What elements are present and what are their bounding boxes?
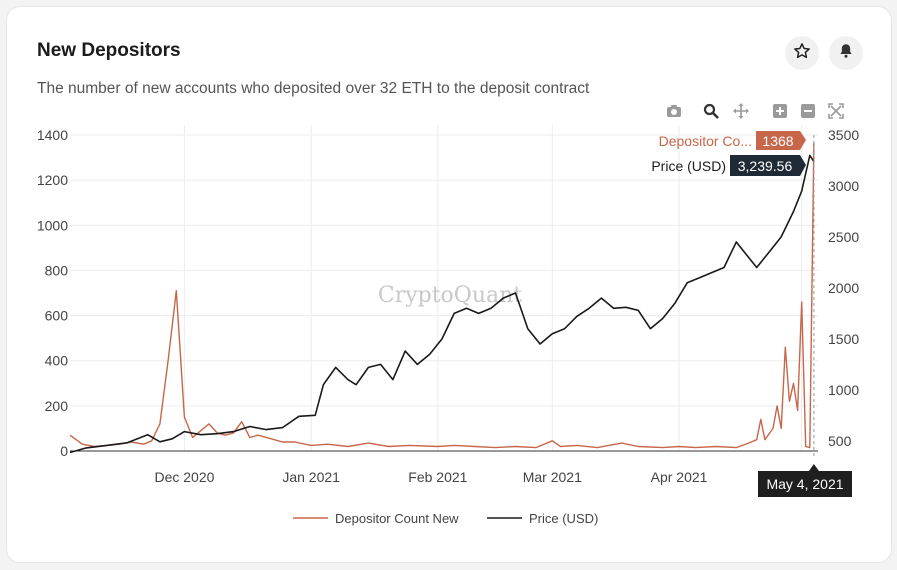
y-axis-right: 500 1000 1500 2000 2500 3000 3500 <box>828 127 859 449</box>
y-left-tick-label: 1000 <box>37 217 68 233</box>
legend: Depositor Count New Price (USD) <box>293 511 598 526</box>
y-left-tick-label: 0 <box>60 443 68 459</box>
legend-item[interactable]: Depositor Count New <box>293 511 459 526</box>
hover-series2-value: 3,239.56 <box>738 158 793 174</box>
hover-series2-label: Price (USD) <box>651 158 726 174</box>
y-right-tick-label: 3500 <box>828 127 859 143</box>
y-left-tick-label: 1200 <box>37 172 68 188</box>
x-tick-label: Feb 2021 <box>408 469 467 485</box>
y-left-tick-label: 200 <box>45 398 69 414</box>
chart-card: New Depositors The number of new account… <box>6 6 892 563</box>
y-left-tick-label: 800 <box>45 262 69 278</box>
hover-layer: Depositor Co... 1368 Price (USD) 3,239.56 Ma… <box>651 131 852 497</box>
zoom-in-icon[interactable] <box>770 101 790 121</box>
x-tick-label: Apr 2021 <box>651 469 708 485</box>
hover-series1-label: Depositor Co... <box>659 133 752 149</box>
hover-x-pointer <box>808 464 819 471</box>
camera-icon[interactable] <box>664 101 684 121</box>
x-axis: Dec 2020 Jan 2021 Feb 2021 Mar 2021 Apr 2021… <box>154 469 832 485</box>
y-right-tick-label: 3000 <box>828 178 859 194</box>
x-tick-label: Mar 2021 <box>523 469 582 485</box>
hover-x-box <box>758 471 852 497</box>
y-right-tick-label: 2500 <box>828 229 859 245</box>
grid-lines <box>70 125 818 451</box>
y-right-tick-label: 500 <box>828 433 852 449</box>
autoscale-icon[interactable] <box>826 101 846 121</box>
legend-label: Price (USD) <box>529 511 598 526</box>
legend-item[interactable]: Price (USD) <box>487 511 598 526</box>
series-layer <box>69 142 815 454</box>
y-right-tick-label: 2000 <box>828 280 859 296</box>
bell-icon <box>837 42 855 65</box>
chart-title: New Depositors <box>37 40 181 61</box>
pan-icon[interactable] <box>731 101 751 121</box>
hover-series2-box <box>730 155 800 176</box>
y-right-tick-label: 1500 <box>828 331 859 347</box>
hover-series1-value: 1368 <box>762 133 793 149</box>
hover-series1-box <box>756 131 800 150</box>
depositor-count-line <box>69 142 815 449</box>
zoom-icon[interactable] <box>701 101 721 121</box>
alert-button[interactable] <box>829 36 863 70</box>
x-tick-label: Jan 2021 <box>282 469 340 485</box>
chart-subtitle: The number of new accounts who deposited… <box>37 80 590 97</box>
watermark: CryptoQuant <box>378 283 522 308</box>
x-tick-label: Dec 2020 <box>154 469 214 485</box>
favorite-button[interactable] <box>785 36 819 70</box>
y-left-tick-label: 1400 <box>37 127 68 143</box>
star-icon <box>793 42 811 65</box>
zoom-out-icon[interactable] <box>798 101 818 121</box>
hover-series2-pointer <box>800 155 806 176</box>
y-left-tick-label: 400 <box>45 353 69 369</box>
y-right-tick-label: 1000 <box>828 382 859 398</box>
price-line <box>69 154 815 454</box>
y-left-tick-label: 600 <box>45 308 69 324</box>
y-axis-left: 0 200 400 600 800 1000 1200 1400 <box>37 127 68 459</box>
hover-series1-pointer <box>800 131 806 150</box>
legend-label: Depositor Count New <box>335 511 459 526</box>
hover-x-label: May 4, 2021 <box>766 476 843 492</box>
